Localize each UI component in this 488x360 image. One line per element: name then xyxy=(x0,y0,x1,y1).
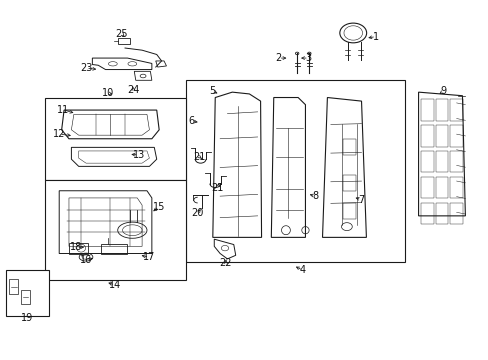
Text: 4: 4 xyxy=(299,265,305,275)
Bar xyxy=(420,203,433,224)
Bar xyxy=(185,80,405,262)
Bar xyxy=(44,180,185,280)
Bar xyxy=(449,203,462,224)
Text: 8: 8 xyxy=(311,191,318,201)
Bar xyxy=(435,151,447,172)
Bar xyxy=(435,125,447,147)
Text: 20: 20 xyxy=(191,208,203,218)
Bar xyxy=(435,99,447,121)
Text: 14: 14 xyxy=(109,280,121,290)
Text: 19: 19 xyxy=(21,313,34,323)
Text: 9: 9 xyxy=(440,86,446,96)
Bar xyxy=(449,99,462,121)
Text: 18: 18 xyxy=(70,242,82,252)
Bar xyxy=(420,99,433,121)
Text: 6: 6 xyxy=(188,116,195,126)
Bar xyxy=(435,203,447,224)
Text: 1: 1 xyxy=(372,32,378,41)
Text: 11: 11 xyxy=(57,105,69,115)
Bar xyxy=(5,270,49,316)
Text: 16: 16 xyxy=(80,255,92,265)
Bar xyxy=(435,177,447,198)
Text: 17: 17 xyxy=(143,252,155,262)
Text: 25: 25 xyxy=(115,29,127,39)
Bar xyxy=(420,125,433,147)
Bar xyxy=(69,243,88,253)
Text: 2: 2 xyxy=(275,53,281,63)
Text: 7: 7 xyxy=(358,195,364,205)
Text: 21: 21 xyxy=(193,152,205,162)
Bar xyxy=(420,151,433,172)
Bar xyxy=(449,151,462,172)
Text: 23: 23 xyxy=(80,63,92,73)
Text: 12: 12 xyxy=(53,129,65,139)
Text: 21: 21 xyxy=(211,183,224,193)
Text: 5: 5 xyxy=(209,86,216,96)
Bar xyxy=(343,175,355,191)
Bar xyxy=(44,98,185,180)
Text: 13: 13 xyxy=(132,150,144,160)
Text: 22: 22 xyxy=(219,258,232,268)
Text: 10: 10 xyxy=(102,88,114,98)
Bar xyxy=(343,203,355,220)
Bar xyxy=(420,177,433,198)
Bar xyxy=(343,139,355,155)
Bar xyxy=(449,125,462,147)
Text: 15: 15 xyxy=(153,202,165,212)
Text: 3: 3 xyxy=(305,53,311,63)
Bar xyxy=(449,177,462,198)
Text: 24: 24 xyxy=(127,85,139,95)
